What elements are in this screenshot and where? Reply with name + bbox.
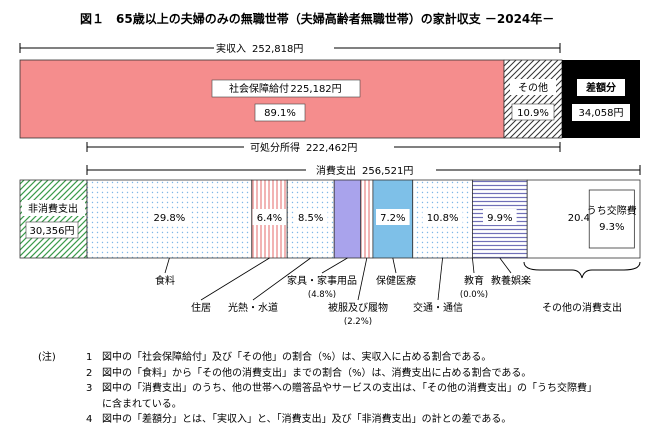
bar-clothing xyxy=(360,179,374,259)
share-label-transport: 10.8% xyxy=(427,213,459,224)
consumption-label: 消費支出 xyxy=(316,164,356,177)
note-number: 3 xyxy=(86,383,93,394)
category-label-clothing: 被服及び履物 xyxy=(328,301,388,314)
bar-income-other xyxy=(503,59,563,139)
note-number: 1 xyxy=(86,352,93,363)
share-label-medical: 7.2% xyxy=(380,213,405,224)
leader-line xyxy=(164,257,170,274)
consumption-value: 256,521円 xyxy=(362,166,413,177)
note-number: 2 xyxy=(86,367,93,379)
category-sub-education: (0.0%) xyxy=(460,290,488,300)
note-text: 図中の「食料」から「その他の消費支出」までの割合（%）は、消費支出に占める割合で… xyxy=(102,367,532,379)
leader-line xyxy=(392,257,397,274)
category-label-other-consumption: その他の消費支出 xyxy=(542,301,622,314)
income-other-share: 10.9% xyxy=(517,108,549,119)
leader-line xyxy=(252,257,311,301)
category-label-education: 教育 xyxy=(464,274,484,287)
category-label-medical: 保健医療 xyxy=(376,274,416,287)
consumption-row: 消費支出 256,521円 xyxy=(86,163,641,177)
income-label: 実収入 xyxy=(216,42,246,55)
share-label-bg xyxy=(293,209,328,225)
bar-deficit xyxy=(562,60,640,138)
note-text: 図中の「差額分」とは、「実収入」と、「消費支出」及び「非消費支出」の計との差であ… xyxy=(102,414,512,425)
social-security-label: 社会保障給付 xyxy=(229,82,289,95)
disposable-label: 可処分所得 xyxy=(250,141,300,154)
note-text: に含まれている。 xyxy=(102,398,182,410)
income-other-label: その他 xyxy=(518,81,548,94)
category-label-housing: 住居 xyxy=(191,301,211,314)
category-sub-furniture: (4.8%) xyxy=(308,290,336,300)
category-label-food: 食料 xyxy=(155,274,175,287)
bar-social-expenses xyxy=(588,189,635,249)
social-security-value: 225,182円 xyxy=(290,84,341,95)
leader-line xyxy=(472,257,475,274)
bar-social-security xyxy=(19,59,505,139)
share-label-bg xyxy=(252,209,287,225)
income-row: 実収入 252,818円 社会保障給付 225,182円 89.1% その他 1… xyxy=(19,41,640,139)
category-label-culture: 教養娯楽 xyxy=(491,274,531,287)
share-label-bg xyxy=(149,209,190,225)
expenditure-row: 非消費支出 30,356円 29.8% 6.4% 8.5% 7.2% 10.8% 9.9%… xyxy=(19,179,641,327)
note-text: 図中の「社会保障給付」及び「その他」の割合（%）は、実収入に占める割合である。 xyxy=(102,352,492,363)
note-text: 図中の「消費支出」のうち、他の世帯への贈答品やサービスの支出は、「その他の消費支… xyxy=(102,383,597,394)
other-consumption-brace xyxy=(523,261,641,279)
share-label-culture: 9.9% xyxy=(487,213,512,224)
social-security-share: 89.1% xyxy=(264,108,296,119)
leader-line xyxy=(437,257,443,301)
social-expenses-label: うち交際費 xyxy=(587,204,637,217)
share-label-food: 29.8% xyxy=(154,213,186,224)
category-label-utilities: 光熱・水道 xyxy=(228,301,278,314)
category-sub-clothing: (2.2%) xyxy=(344,317,372,327)
share-label-utilities: 8.5% xyxy=(298,213,323,224)
share-label-housing: 6.4% xyxy=(257,213,282,224)
leader-line xyxy=(357,257,368,301)
social-expenses-share: 9.3% xyxy=(599,222,624,233)
deficit-label: 差額分 xyxy=(586,81,616,94)
note-number: 4 xyxy=(86,414,93,425)
share-label-other-consumption: 20.4% xyxy=(568,213,600,224)
chart-title: 図１ 65歳以上の夫婦のみの無職世帯（夫婦高齢者無職世帯）の家計収支 －2024… xyxy=(80,11,554,26)
bar-non-consumption xyxy=(19,179,88,259)
deficit-value: 34,058円 xyxy=(579,108,624,119)
disposable-value: 222,462円 xyxy=(306,143,357,154)
disposable-row: 可処分所得 222,462円 xyxy=(86,140,561,154)
non-consumption-label: 非消費支出 xyxy=(28,202,78,215)
category-label-furniture: 家具・家事用品 xyxy=(287,274,357,287)
leader-line xyxy=(200,257,270,301)
share-label-bg xyxy=(422,209,463,225)
share-label-bg xyxy=(376,209,410,225)
share-label-bg xyxy=(483,209,517,225)
leader-line xyxy=(321,257,348,274)
leader-line xyxy=(499,257,512,274)
category-label-transport: 交通・通信 xyxy=(413,301,463,314)
note-mark: (注) xyxy=(38,352,56,363)
income-value: 252,818円 xyxy=(252,44,303,55)
bar-furniture xyxy=(333,179,362,259)
non-consumption-value: 30,356円 xyxy=(30,226,75,237)
